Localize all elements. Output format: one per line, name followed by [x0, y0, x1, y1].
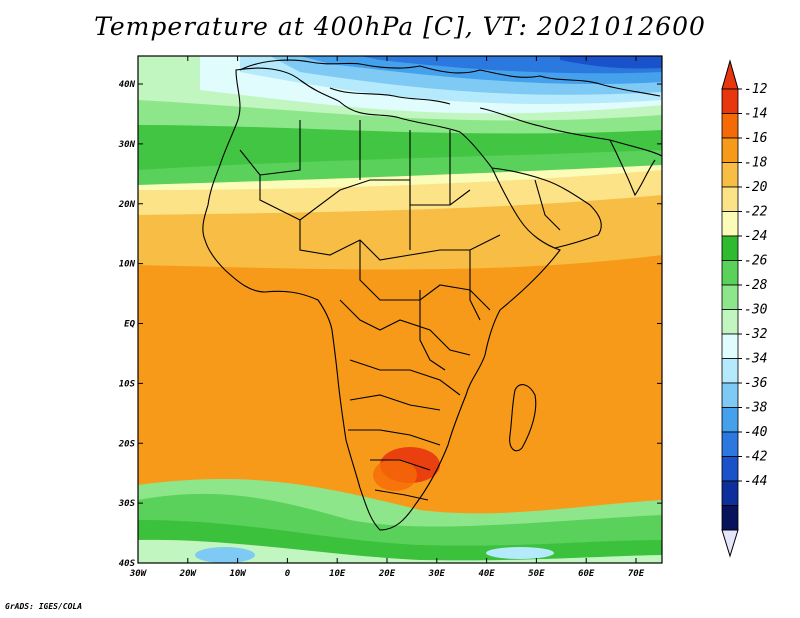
latitude-axis: 40N 30N 20N 10N EQ 10S 20S 30S 40S [118, 80, 662, 569]
colorbar-label: -42 [744, 450, 768, 465]
lat-label: 40N [119, 80, 136, 90]
map-title: Temperature at 400hPa [C], VT: 202101260… [94, 12, 706, 41]
colorbar-label: -38 [744, 401, 768, 416]
lon-label: 60E [578, 569, 595, 579]
colorbar-swatch [721, 456, 739, 482]
colorbar-label: -36 [744, 376, 768, 391]
colorbar-label: -44 [744, 474, 767, 489]
colorbar-swatch [721, 333, 739, 359]
colorbar-label: -26 [744, 254, 768, 269]
colorbar-swatch [721, 235, 739, 261]
lon-label: 50E [528, 569, 545, 579]
lon-label: 30W [129, 569, 148, 579]
lon-label: 70E [628, 569, 645, 579]
lon-label: 0 [285, 569, 291, 579]
lon-label: 10E [329, 569, 346, 579]
colorbar-swatch [721, 137, 739, 163]
colorbar-label: -28 [744, 278, 768, 293]
colorbar-label: -20 [744, 180, 768, 195]
lat-label: 10S [119, 379, 136, 389]
colorbar-swatch [721, 407, 739, 433]
colorbar-label: -16 [744, 131, 768, 146]
coastlines [202, 59, 662, 531]
lat-label: 20N [118, 200, 136, 210]
colorbar-swatch [721, 480, 739, 506]
longitude-axis: 30W 20W 10W 0 10E 20E 30E 40E 50E 60E 70E [129, 56, 645, 579]
lon-label: 10W [229, 569, 247, 579]
lat-label: 40S [119, 559, 136, 569]
colorbar-swatch [721, 186, 739, 212]
colorbar-bottom-triangle [721, 529, 739, 558]
colorbar-swatch [721, 88, 739, 114]
colorbar-label: -14 [744, 107, 767, 122]
colorbar-swatch [721, 358, 739, 384]
colorbar-label: -12 [744, 82, 768, 97]
colorbar-label: -34 [744, 352, 767, 367]
colorbar-top-triangle [721, 59, 739, 90]
colorbar-swatch [721, 162, 739, 188]
footer-credit: GrADS: IGES/COLA [5, 602, 83, 611]
lon-label: 40E [478, 569, 495, 579]
lat-label: 20S [118, 439, 136, 449]
temperature-field [138, 56, 662, 563]
lat-label: EQ [124, 320, 135, 330]
colorbar: -12 -14 -16 -18 -20 -22 -24 -26 -28 -30 -32 -34 -36 -… [721, 59, 768, 558]
colorbar-swatch [721, 113, 739, 139]
colorbar-label: -18 [744, 156, 768, 171]
lon-label: 20W [179, 569, 198, 579]
colorbar-label: -30 [744, 303, 768, 318]
colorbar-label: -40 [744, 425, 768, 440]
colorbar-swatch [721, 260, 739, 286]
lon-label: 30E [428, 569, 446, 579]
lon-label: 20E [378, 569, 396, 579]
colorbar-swatch [721, 431, 739, 457]
lat-label: 30N [118, 140, 136, 150]
colorbar-swatch [721, 505, 739, 531]
colorbar-label: -32 [744, 327, 768, 342]
lat-label: 10N [119, 260, 136, 270]
colorbar-label: -22 [744, 205, 768, 220]
plot-frame [137, 55, 663, 564]
lat-label: 30S [118, 499, 136, 509]
colorbar-swatch [721, 284, 739, 310]
colorbar-swatch [721, 382, 739, 408]
colorbar-swatch [721, 309, 739, 335]
colorbar-label: -24 [744, 229, 767, 244]
colorbar-swatch [721, 211, 739, 237]
